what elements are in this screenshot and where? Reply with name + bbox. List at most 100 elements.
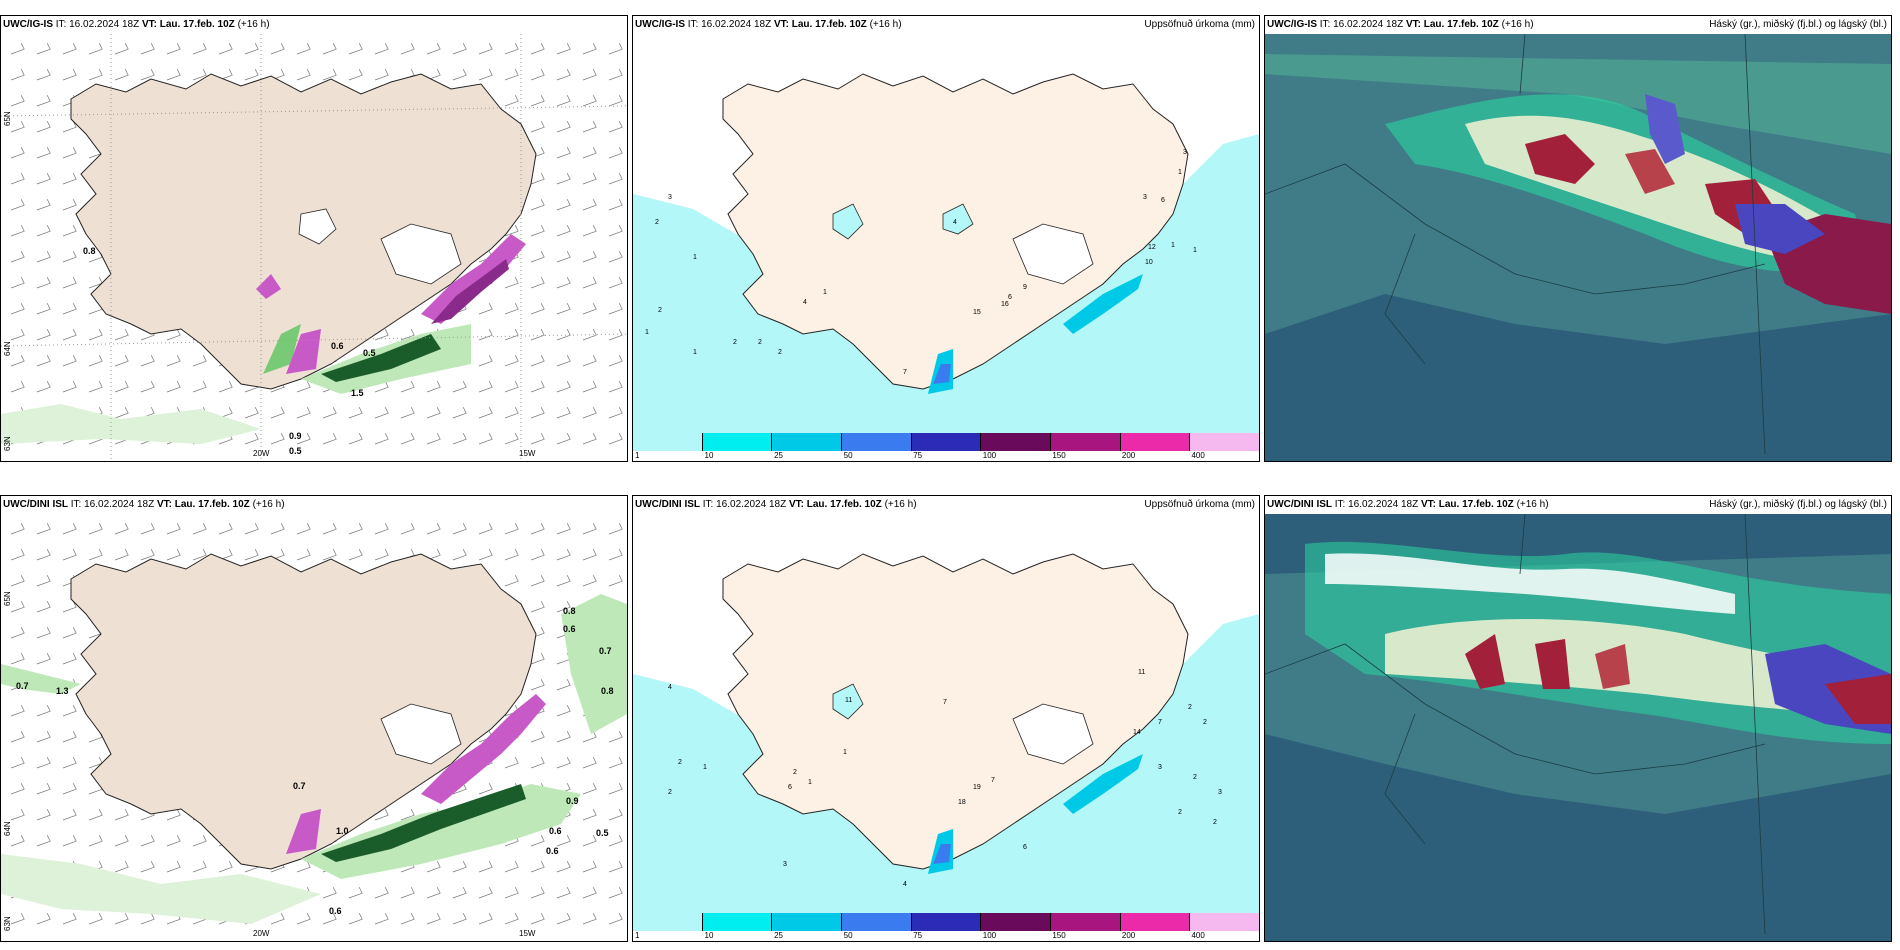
wind-barb (608, 783, 623, 795)
panel-right-title: Uppsöfnuð úrkoma (mm) (1144, 19, 1255, 30)
wind-barb (608, 433, 623, 445)
colorbar-tick-label: 1 (635, 451, 640, 460)
wind-barb (10, 147, 25, 159)
panel-header: UWC/IG-IS IT: 16.02.2024 18Z VT: Lau. 17… (1267, 19, 1534, 31)
wind-barb (10, 627, 25, 639)
wind-barb (348, 69, 363, 81)
wind-barb (36, 757, 51, 769)
precip-value: 1 (703, 764, 707, 771)
init-time: IT: 16.02.2024 18Z (70, 499, 155, 510)
wind-barb (582, 887, 597, 899)
precip-value: 1 (1171, 242, 1175, 249)
wind-barb (62, 69, 77, 81)
wind-barb (36, 251, 51, 263)
precip-colorbar (633, 913, 1259, 931)
wind-barb (556, 95, 571, 107)
wind-barb (504, 69, 519, 81)
wind-barb (608, 121, 623, 133)
wind-barb (582, 407, 597, 419)
wind-barb (62, 303, 77, 315)
wind-barb (530, 861, 545, 873)
panel-accum-precip-igis: UWC/IG-IS IT: 16.02.2024 18Z VT: Lau. 17… (632, 15, 1260, 462)
wind-barb (374, 549, 389, 561)
wind-barb (192, 835, 207, 847)
cloud-cover-map (1265, 34, 1891, 461)
precip-value: 1 (1193, 247, 1197, 254)
colorbar-tick-label: 150 (1052, 931, 1066, 940)
valid-time: VT: Lau. 17.feb. 10Z (156, 499, 250, 510)
wind-barb (608, 731, 623, 743)
wind-barb (192, 69, 207, 81)
panel-cloud-cover-dini: UWC/DINI ISL IT: 16.02.2024 18Z VT: Lau.… (1264, 495, 1892, 942)
init-time: IT: 16.02.2024 18Z (1319, 19, 1404, 30)
wind-barb (530, 329, 545, 341)
wind-barb (582, 783, 597, 795)
wind-barb (608, 381, 623, 393)
wind-barb (114, 355, 129, 367)
value-label: 0.7 (599, 646, 612, 656)
wind-barb (296, 43, 311, 55)
precip-value: 2 (1188, 704, 1192, 711)
wind-barb (556, 757, 571, 769)
wind-barb (218, 549, 233, 561)
wind-barb (36, 277, 51, 289)
wind-barb (608, 523, 623, 535)
wind-barb (62, 783, 77, 795)
wind-barb (582, 355, 597, 367)
wind-barb (296, 523, 311, 535)
wind-barb (608, 225, 623, 237)
lat-label-63: 63N (3, 916, 12, 931)
wind-barb (10, 95, 25, 107)
precip-value: 6 (1161, 197, 1165, 204)
value-label: 0.7 (16, 681, 29, 691)
wind-barb (36, 705, 51, 717)
wind-barb (478, 381, 493, 393)
panel-right-title: Uppsöfnuð úrkoma (mm) (1144, 499, 1255, 510)
wind-barb (296, 913, 311, 925)
wind-barb (530, 887, 545, 899)
wind-barb (530, 225, 545, 237)
wind-precip-map: 0.7 1.3 0.8 0.7 0.6 0.8 0.6 0.7 1.0 0.9 … (1, 514, 627, 941)
init-time: IT: 16.02.2024 18Z (687, 19, 772, 30)
wind-barb (504, 861, 519, 873)
wind-barb (478, 303, 493, 315)
wind-barb (62, 251, 77, 263)
wind-barb (504, 575, 519, 587)
colorbar-segment (702, 433, 773, 451)
wind-barb (36, 809, 51, 821)
wind-barb (400, 913, 415, 925)
wind-barb (244, 433, 259, 445)
wind-barb (530, 575, 545, 587)
wind-barb (322, 407, 337, 419)
wind-barb (530, 355, 545, 367)
panel-header: UWC/DINI ISL IT: 16.02.2024 18Z VT: Lau.… (1267, 499, 1549, 511)
wind-barb (62, 147, 77, 159)
wind-barb (166, 835, 181, 847)
wind-barb (504, 95, 519, 107)
wind-barb (374, 69, 389, 81)
value-label: 0.8 (601, 686, 614, 696)
valid-time: VT: Lau. 17.feb. 10Z (773, 19, 867, 30)
wind-barb (452, 887, 467, 899)
wind-barb (556, 861, 571, 873)
wind-barb (218, 407, 233, 419)
wind-barb (608, 251, 623, 263)
wind-barb (374, 381, 389, 393)
precip-value: 2 (793, 769, 797, 776)
precip-value: 12 (1148, 244, 1156, 251)
wind-barb (478, 69, 493, 81)
wind-barb (36, 627, 51, 639)
value-label: 1.5 (351, 388, 364, 398)
wind-barb (452, 381, 467, 393)
wind-barb (114, 913, 129, 925)
wind-barb (244, 43, 259, 55)
wind-barb (10, 69, 25, 81)
wind-barb (400, 381, 415, 393)
wind-barb (62, 173, 77, 185)
wind-barb (322, 887, 337, 899)
colorbar-tick-label: 400 (1191, 931, 1205, 940)
wind-barb (530, 277, 545, 289)
value-label: 0.6 (549, 826, 562, 836)
precip-value: 2 (1178, 809, 1182, 816)
wind-barb (62, 809, 77, 821)
